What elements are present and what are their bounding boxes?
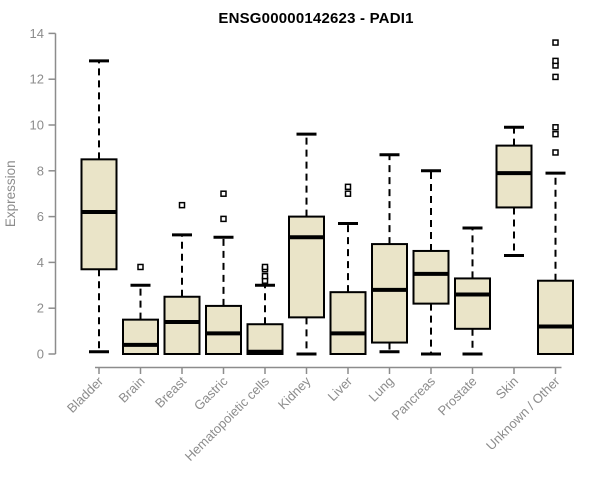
outlier-unknown-other bbox=[552, 124, 559, 131]
y-tick-label: 12 bbox=[30, 72, 44, 87]
box-liver bbox=[329, 291, 367, 356]
outlier-gastric bbox=[220, 190, 227, 197]
x-category-label-kidney: Kidney bbox=[275, 373, 314, 412]
x-category-label-liver: Liver bbox=[325, 373, 356, 404]
outlier-liver bbox=[344, 190, 352, 197]
x-category-label-prostate: Prostate bbox=[435, 374, 480, 419]
x-category-label-pancreas: Pancreas bbox=[389, 373, 439, 423]
box-pancreas bbox=[412, 249, 450, 305]
outlier-unknown-other bbox=[552, 149, 559, 156]
x-category-label-unknown-other: Unknown / Other bbox=[483, 373, 563, 453]
y-tick-label: 10 bbox=[30, 118, 44, 133]
chart-title: ENSG00000142623 - PADI1 bbox=[218, 10, 414, 27]
outlier-unknown-other bbox=[552, 57, 559, 65]
x-category-label-skin: Skin bbox=[493, 374, 521, 402]
outlier-hematopoietic-cells bbox=[261, 263, 269, 271]
box-prostate bbox=[454, 277, 491, 330]
outlier-hematopoietic-cells bbox=[261, 272, 269, 280]
y-tick-label: 6 bbox=[37, 209, 44, 224]
x-category-label-breast: Breast bbox=[152, 373, 189, 410]
box-lung bbox=[371, 243, 408, 344]
x-category-label-gastric: Gastric bbox=[191, 373, 231, 413]
y-tick-label: 8 bbox=[37, 163, 44, 178]
box-unknown-other bbox=[537, 279, 574, 355]
outlier-unknown-other bbox=[552, 39, 559, 46]
outlier-unknown-other bbox=[552, 73, 559, 81]
outlier-brain bbox=[137, 263, 144, 271]
outlier-unknown-other bbox=[552, 130, 559, 138]
x-category-label-brain: Brain bbox=[116, 374, 148, 406]
y-tick-label: 0 bbox=[37, 347, 44, 362]
box-brain bbox=[122, 318, 159, 355]
box-breast bbox=[163, 295, 201, 355]
box-skin bbox=[495, 144, 533, 209]
y-tick-label: 4 bbox=[37, 255, 44, 270]
outlier-liver bbox=[344, 183, 352, 191]
box-kidney bbox=[288, 215, 325, 319]
y-tick-label: 14 bbox=[30, 26, 44, 41]
x-category-label-bladder: Bladder bbox=[64, 373, 107, 416]
outlier-gastric bbox=[220, 215, 227, 223]
y-axis-title: Expression bbox=[3, 160, 18, 227]
x-category-label-lung: Lung bbox=[366, 374, 397, 405]
y-tick-label: 2 bbox=[37, 301, 44, 316]
box-gastric bbox=[205, 304, 242, 356]
outlier-breast bbox=[178, 201, 186, 209]
box-hematopoietic-cells bbox=[246, 323, 284, 356]
box-bladder bbox=[80, 158, 118, 271]
